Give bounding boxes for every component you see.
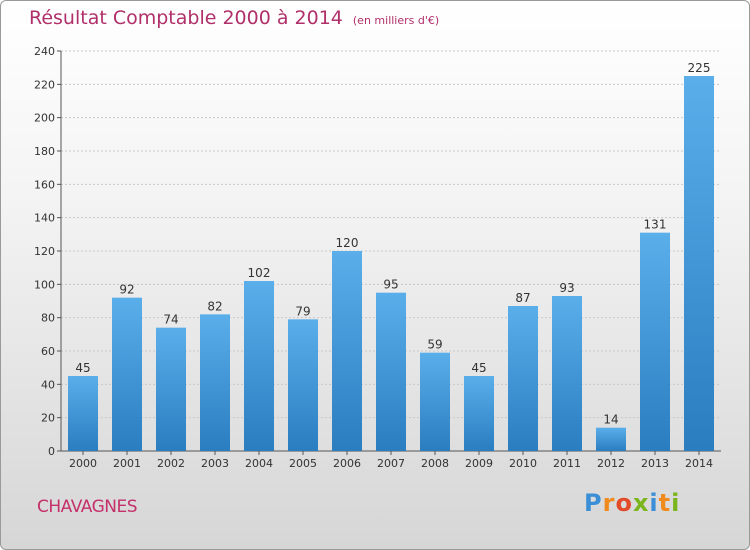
y-tick-label: 120 [34, 245, 55, 258]
logo-letter: r [602, 489, 616, 517]
x-tick-label-2004: 2004 [245, 457, 273, 470]
bar-2006 [332, 251, 362, 451]
data-label-2009: 45 [471, 361, 486, 375]
data-label-2006: 120 [336, 236, 359, 250]
y-tick-label: 200 [34, 112, 55, 125]
chart-title-text: Résultat Comptable 2000 à 2014 [29, 7, 343, 29]
axes: 0 20 40 60 80 100 120 140 160 180 200 220 240 [34, 45, 721, 458]
x-tick-label-2007: 2007 [377, 457, 405, 470]
logo-letter: t [658, 489, 672, 517]
x-tick-label-2010: 2010 [509, 457, 537, 470]
x-tick-label-2003: 2003 [201, 457, 229, 470]
bars [68, 76, 714, 451]
data-label-2002: 74 [163, 313, 178, 327]
bar-2013 [640, 232, 670, 451]
data-label-2010: 87 [515, 291, 530, 305]
bar-2007 [376, 292, 406, 451]
x-tick-label-2011: 2011 [553, 457, 581, 470]
bar-2005 [288, 319, 318, 451]
proxiti-logo[interactable]: Proxiti [584, 489, 680, 517]
y-tick-label: 160 [34, 178, 55, 191]
data-label-2013: 131 [644, 218, 667, 232]
labels: 45 2000 92 2001 74 2002 82 2003 102 2004 79 2005 120… [69, 61, 713, 470]
bar-2004 [244, 281, 274, 451]
data-label-2008: 59 [427, 338, 442, 352]
data-label-2011: 93 [559, 281, 574, 295]
y-tick-label: 240 [34, 45, 55, 58]
bar-2008 [420, 352, 450, 451]
x-tick-label-2012: 2012 [597, 457, 625, 470]
x-tick-label-2002: 2002 [157, 457, 185, 470]
x-tick-label-2006: 2006 [333, 457, 361, 470]
y-tick-label: 40 [41, 378, 55, 391]
chart-subtitle: (en milliers d'€) [352, 14, 440, 27]
logo-letter: i [671, 489, 681, 517]
logo-letter: o [615, 489, 633, 517]
data-label-2004: 102 [248, 266, 271, 280]
bar-2002 [156, 327, 186, 451]
logo-letter: i [649, 489, 659, 517]
bar-2011 [552, 296, 582, 451]
data-label-2005: 79 [295, 304, 310, 318]
data-label-2014: 225 [688, 61, 711, 75]
y-tick-label: 100 [34, 278, 55, 291]
x-tick-label-2005: 2005 [289, 457, 317, 470]
data-label-2001: 92 [119, 283, 134, 297]
bar-2014 [684, 76, 714, 451]
y-tick-label: 220 [34, 78, 55, 91]
bar-2012 [596, 427, 626, 451]
x-tick-label-2014: 2014 [685, 457, 713, 470]
y-tick-label: 0 [48, 445, 55, 458]
x-tick-label-2009: 2009 [465, 457, 493, 470]
data-label-2000: 45 [75, 361, 90, 375]
chart-title: Résultat Comptable 2000 à 2014 (en millie… [29, 7, 439, 29]
y-tick-label: 20 [41, 412, 55, 425]
bar-2010 [508, 306, 538, 451]
x-tick-label-2001: 2001 [113, 457, 141, 470]
commune-name: CHAVAGNES [37, 497, 138, 517]
y-tick-label: 80 [41, 312, 55, 325]
data-label-2003: 82 [207, 299, 222, 313]
data-label-2007: 95 [383, 278, 398, 292]
y-tick-label: 180 [34, 145, 55, 158]
logo-letter: P [584, 489, 603, 517]
bar-2009 [464, 376, 494, 451]
x-tick-label-2008: 2008 [421, 457, 449, 470]
y-tick-label: 60 [41, 345, 55, 358]
bar-2000 [68, 376, 98, 451]
y-tick-label: 140 [34, 212, 55, 225]
x-tick-label-2000: 2000 [69, 457, 97, 470]
data-label-2012: 14 [603, 413, 618, 427]
bar-2003 [200, 314, 230, 451]
bar-2001 [112, 297, 142, 451]
logo-letter: x [632, 489, 650, 517]
x-tick-label-2013: 2013 [641, 457, 669, 470]
